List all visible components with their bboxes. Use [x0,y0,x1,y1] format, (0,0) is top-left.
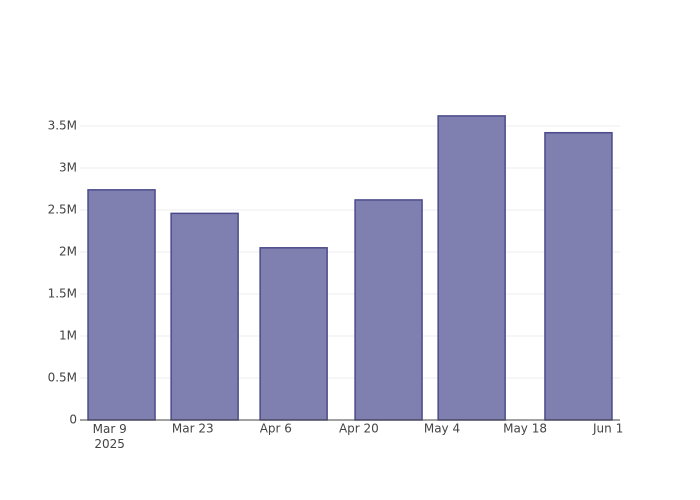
bar [437,115,506,421]
bar [544,131,613,421]
x-tick-label: May 18 [503,422,547,436]
bar [87,189,156,421]
x-tick-label: Apr 6 [260,422,292,436]
x-tick-label: Jun 1 [592,422,623,436]
y-tick-label: 0 [69,413,77,427]
x-tick-label: Mar 9 2025 [93,422,127,451]
y-tick-label: 2.5M [48,203,77,217]
x-tick-label: May 4 [424,422,460,436]
bar [354,199,423,421]
y-tick-label: 2M [59,245,77,259]
y-tick-label: 0.5M [48,371,77,385]
bar [259,247,328,421]
y-tick-label: 1.5M [48,287,77,301]
bar [170,212,239,421]
x-tick-label: Apr 20 [339,422,379,436]
y-tick-label: 3M [59,161,77,175]
y-tick-label: 1M [59,329,77,343]
y-tick-label: 3.5M [48,119,77,133]
x-tick-label: Mar 23 [172,422,214,436]
